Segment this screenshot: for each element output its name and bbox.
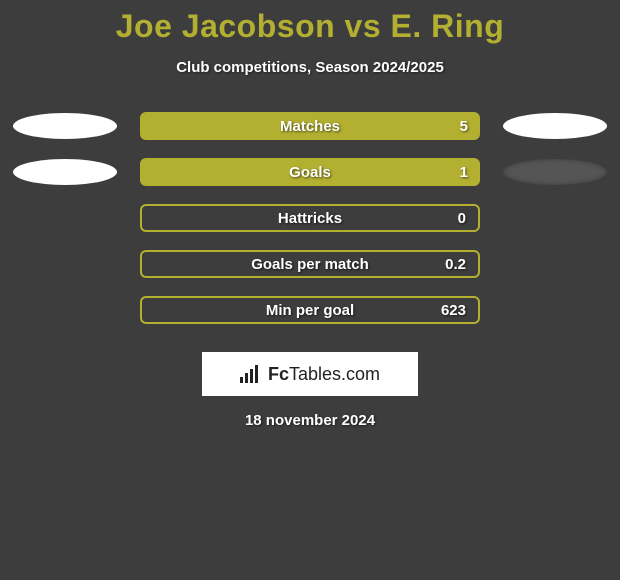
stat-row-min-per-goal: Min per goal 623 (0, 296, 620, 324)
right-ellipse (503, 159, 607, 185)
stat-bar: Goals 1 (140, 158, 480, 186)
brand-text: FcTables.com (268, 364, 380, 385)
stat-bar: Matches 5 (140, 112, 480, 140)
left-ellipse-slot (10, 113, 120, 139)
stat-value: 0 (458, 210, 466, 227)
stat-row-matches: Matches 5 (0, 112, 620, 140)
page-title: Joe Jacobson vs E. Ring (0, 8, 620, 45)
comparison-card: Joe Jacobson vs E. Ring Club competition… (0, 0, 620, 429)
stat-label: Matches (280, 118, 340, 135)
date-label: 18 november 2024 (0, 412, 620, 429)
stat-label: Goals (289, 164, 331, 181)
brand-logo: FcTables.com (202, 352, 418, 396)
right-ellipse-slot (500, 113, 610, 139)
right-ellipse-slot (500, 159, 610, 185)
stat-bar: Hattricks 0 (140, 204, 480, 232)
stats-area: Matches 5 Goals 1 Hattricks 0 (0, 112, 620, 324)
stat-row-hattricks: Hattricks 0 (0, 204, 620, 232)
chart-icon (240, 365, 262, 383)
stat-label: Hattricks (278, 210, 342, 227)
brand-prefix: Fc (268, 364, 289, 384)
stat-row-goals-per-match: Goals per match 0.2 (0, 250, 620, 278)
subtitle: Club competitions, Season 2024/2025 (0, 59, 620, 76)
stat-value: 1 (460, 164, 468, 181)
stat-row-goals: Goals 1 (0, 158, 620, 186)
stat-bar: Min per goal 623 (140, 296, 480, 324)
brand-suffix: Tables.com (289, 364, 380, 384)
left-ellipse-slot (10, 159, 120, 185)
stat-value: 5 (460, 118, 468, 135)
left-ellipse (13, 113, 117, 139)
stat-value: 623 (441, 302, 466, 319)
stat-label: Min per goal (266, 302, 354, 319)
right-ellipse (503, 113, 607, 139)
stat-value: 0.2 (445, 256, 466, 273)
stat-bar: Goals per match 0.2 (140, 250, 480, 278)
left-ellipse (13, 159, 117, 185)
stat-label: Goals per match (251, 256, 369, 273)
